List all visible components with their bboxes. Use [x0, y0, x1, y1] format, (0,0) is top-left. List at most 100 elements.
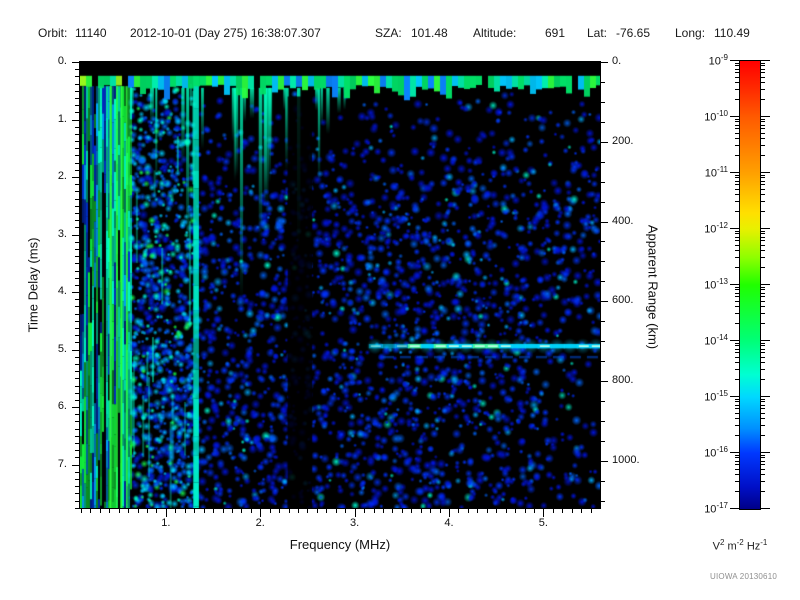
- long-value: 110.49: [714, 26, 750, 40]
- colorbar-tick-label: 10-17: [704, 501, 728, 516]
- colorbar-minor-tick: [761, 267, 765, 269]
- colorbar-tick-label: 10-15: [704, 389, 728, 404]
- right-axis-minor-tick: [601, 361, 605, 363]
- y-axis-minor-tick: [75, 356, 79, 358]
- colorbar-minor-tick: [735, 468, 739, 470]
- colorbar-minor-tick: [735, 68, 739, 70]
- spectrogram-canvas: [80, 62, 600, 508]
- y-axis-minor-tick: [75, 241, 79, 243]
- colorbar-minor-tick: [761, 468, 765, 470]
- colorbar-minor-tick: [761, 464, 765, 466]
- colorbar-minor-tick: [761, 118, 765, 120]
- sza-label: SZA:: [375, 26, 402, 40]
- colorbar-minor-tick: [735, 89, 739, 91]
- y-axis-minor-tick: [75, 284, 79, 286]
- colorbar-minor-tick: [761, 460, 765, 462]
- y-axis-tick-label: 0.: [57, 55, 67, 67]
- right-axis-minor-tick: [601, 281, 605, 283]
- colorbar-minor-tick: [761, 474, 765, 476]
- colorbar-minor-tick: [735, 408, 739, 410]
- x-axis-minor-tick: [250, 509, 252, 513]
- colorbar-minor-tick: [735, 404, 739, 406]
- colorbar-minor-tick: [735, 412, 739, 414]
- colorbar-minor-tick: [761, 348, 765, 350]
- y-axis-minor-tick: [75, 112, 79, 114]
- y-axis-minor-tick: [75, 184, 79, 186]
- x-axis-minor-tick: [439, 509, 441, 513]
- y-axis-minor-tick: [75, 162, 79, 164]
- colorbar-minor-tick: [735, 464, 739, 466]
- x-axis-minor-tick: [298, 509, 299, 513]
- x-axis-minor-tick: [279, 509, 281, 513]
- orbit-value: 11140: [75, 26, 107, 40]
- y-axis-tick: [72, 349, 79, 351]
- x-axis-minor-tick: [118, 509, 120, 513]
- credit-text: UIOWA 20130610: [710, 572, 777, 581]
- colorbar-minor-tick: [761, 356, 765, 358]
- colorbar-minor-tick: [735, 65, 739, 67]
- y-axis-minor-tick: [75, 263, 79, 265]
- colorbar-tick-label: 10-10: [704, 109, 728, 124]
- y-axis-minor-tick: [75, 313, 79, 315]
- colorbar-minor-tick: [735, 435, 739, 437]
- colorbar-minor-tick: [735, 345, 739, 347]
- x-axis-minor-tick: [486, 509, 488, 513]
- right-axis-tick-label: 1000.: [612, 453, 640, 466]
- y-axis-minor-tick: [75, 256, 79, 258]
- colorbar-minor-tick: [735, 62, 739, 64]
- colorbar-minor-tick: [761, 184, 765, 186]
- colorbar-minor-tick: [761, 418, 765, 420]
- y-axis-minor-tick: [75, 500, 79, 502]
- colorbar-tick-label: 10-9: [708, 53, 728, 68]
- colorbar-tick-label: 10-11: [704, 165, 728, 180]
- y-axis-minor-tick: [75, 342, 79, 344]
- colorbar-minor-tick: [735, 244, 739, 246]
- colorbar-minor-tick: [761, 132, 765, 134]
- x-axis-minor-tick: [411, 509, 413, 513]
- colorbar-minor-tick: [735, 250, 739, 252]
- y-axis-minor-tick: [75, 141, 79, 143]
- y-axis-minor-tick: [75, 471, 79, 473]
- colorbar-minor-tick: [735, 313, 739, 315]
- colorbar-minor-tick: [735, 194, 739, 196]
- x-axis-minor-tick: [458, 509, 460, 513]
- long-label: Long:: [675, 26, 706, 40]
- colorbar-minor-tick: [735, 425, 739, 427]
- y-axis-minor-tick: [75, 148, 79, 150]
- right-axis-tick-label: 800.: [612, 374, 634, 386]
- y-axis-minor-tick: [75, 450, 79, 452]
- right-axis-minor-tick: [601, 480, 605, 482]
- x-axis-minor-tick: [477, 509, 479, 513]
- x-axis-minor-tick: [345, 509, 347, 513]
- right-axis-tick: [601, 301, 608, 303]
- y-axis-minor-tick: [75, 428, 79, 430]
- x-axis-minor-tick: [533, 509, 535, 513]
- y-axis-minor-tick: [75, 378, 79, 380]
- y-axis-minor-tick: [75, 486, 79, 488]
- colorbar-minor-tick: [735, 257, 739, 259]
- colorbar-minor-tick: [735, 306, 739, 308]
- right-axis-tick: [601, 221, 608, 223]
- y-axis-minor-tick: [75, 90, 79, 92]
- y-axis-minor-tick: [75, 493, 79, 495]
- y-axis-minor-tick: [75, 97, 79, 99]
- colorbar-minor-tick: [761, 65, 765, 67]
- colorbar-minor-tick: [735, 211, 739, 213]
- y-axis-tick: [72, 234, 79, 236]
- right-axis-minor-tick: [601, 400, 605, 402]
- y-axis-minor-tick: [75, 335, 79, 337]
- colorbar-minor-tick: [761, 289, 765, 291]
- x-axis-tick-label: 4.: [444, 517, 454, 529]
- colorbar-tick-label: 10-16: [704, 445, 728, 460]
- datetime-text: 2012-10-01 (Day 275) 16:38:07.307: [130, 26, 321, 40]
- y-axis-minor-tick: [75, 457, 79, 459]
- colorbar-minor-tick: [735, 457, 739, 459]
- colorbar-minor-tick: [735, 300, 739, 302]
- y-axis-minor-tick: [75, 83, 79, 85]
- x-axis-minor-tick: [571, 509, 573, 513]
- right-axis-minor-tick: [601, 121, 605, 123]
- x-axis-minor-tick: [241, 509, 243, 513]
- x-axis-tick: [449, 509, 450, 517]
- x-axis-minor-tick: [515, 509, 517, 513]
- colorbar-tick: [730, 340, 739, 341]
